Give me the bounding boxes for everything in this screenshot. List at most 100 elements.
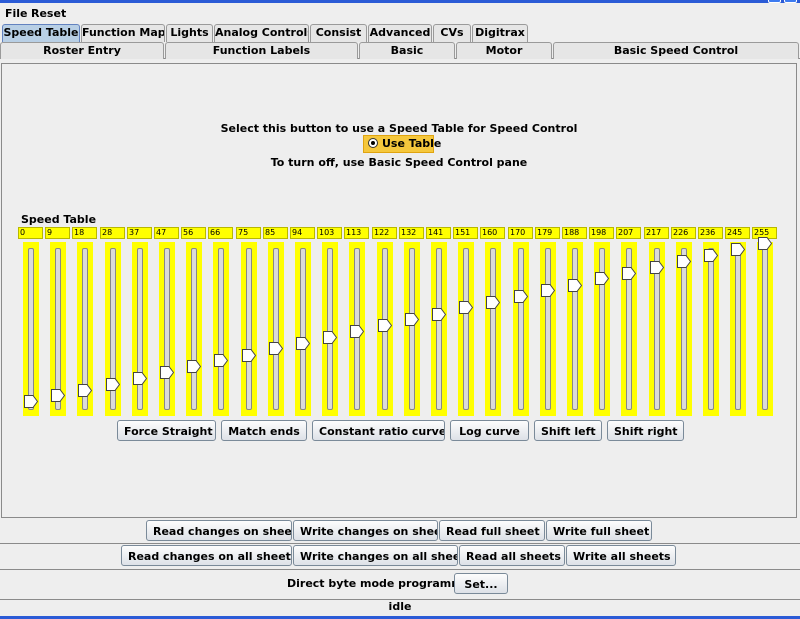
slider-thumb-icon[interactable] (731, 243, 745, 256)
tab-function-map[interactable]: Function Map (81, 24, 165, 42)
slider-thumb-icon[interactable] (323, 331, 337, 344)
speed-step-slider[interactable] (431, 242, 447, 416)
speed-step-value-field[interactable]: 37 (127, 227, 152, 239)
slider-thumb-icon[interactable] (24, 395, 38, 408)
tab-motor[interactable]: Motor (456, 42, 552, 59)
speed-step-value-field[interactable]: 132 (399, 227, 424, 239)
slider-thumb-icon[interactable] (214, 354, 228, 367)
slider-thumb-icon[interactable] (378, 319, 392, 332)
slider-thumb-icon[interactable] (758, 237, 772, 250)
speed-step-value-field[interactable]: 18 (72, 227, 97, 239)
speed-step-value-field[interactable]: 170 (508, 227, 533, 239)
tab-digitrax[interactable]: Digitrax (472, 24, 528, 42)
speed-step-slider[interactable] (268, 242, 284, 416)
speed-step-slider[interactable] (730, 242, 746, 416)
speed-step-value-field[interactable]: 28 (100, 227, 125, 239)
shift-left-button[interactable]: Shift left (534, 420, 602, 441)
speed-step-value-field[interactable]: 151 (453, 227, 478, 239)
tab-advanced[interactable]: Advanced (368, 24, 432, 42)
speed-step-slider[interactable] (458, 242, 474, 416)
speed-step-slider[interactable] (159, 242, 175, 416)
speed-step-value-field[interactable]: 188 (562, 227, 587, 239)
speed-step-slider[interactable] (513, 242, 529, 416)
menu-file[interactable]: File (5, 7, 28, 20)
slider-thumb-icon[interactable] (568, 279, 582, 292)
speed-step-slider[interactable] (213, 242, 229, 416)
force-straight-button[interactable]: Force Straight (117, 420, 216, 441)
speed-step-slider[interactable] (594, 242, 610, 416)
slider-thumb-icon[interactable] (187, 360, 201, 373)
slider-thumb-icon[interactable] (350, 325, 364, 338)
slider-thumb-icon[interactable] (486, 296, 500, 309)
speed-step-slider[interactable] (105, 242, 121, 416)
write-full-sheet-button[interactable]: Write full sheet (546, 520, 652, 541)
slider-thumb-icon[interactable] (133, 372, 147, 385)
shift-right-button[interactable]: Shift right (607, 420, 684, 441)
speed-step-value-field[interactable]: 226 (671, 227, 696, 239)
speed-step-slider[interactable] (50, 242, 66, 416)
menu-reset[interactable]: Reset (31, 7, 67, 20)
speed-step-value-field[interactable]: 94 (290, 227, 315, 239)
speed-step-value-field[interactable]: 66 (208, 227, 233, 239)
speed-step-value-field[interactable]: 217 (644, 227, 669, 239)
tab-lights[interactable]: Lights (166, 24, 213, 42)
speed-step-value-field[interactable]: 0 (18, 227, 43, 239)
slider-thumb-icon[interactable] (459, 301, 473, 314)
speed-step-value-field[interactable]: 160 (480, 227, 505, 239)
speed-step-value-field[interactable]: 9 (45, 227, 70, 239)
speed-step-slider[interactable] (322, 242, 338, 416)
speed-step-value-field[interactable]: 141 (426, 227, 451, 239)
slider-thumb-icon[interactable] (78, 384, 92, 397)
speed-step-value-field[interactable]: 179 (535, 227, 560, 239)
speed-step-value-field[interactable]: 236 (698, 227, 723, 239)
set-programming-mode-button[interactable]: Set... (454, 573, 508, 594)
speed-step-slider[interactable] (703, 242, 719, 416)
tab-consist[interactable]: Consist (310, 24, 367, 42)
slider-thumb-icon[interactable] (677, 255, 691, 268)
slider-thumb-icon[interactable] (296, 337, 310, 350)
speed-step-value-field[interactable]: 122 (372, 227, 397, 239)
tab-function-labels[interactable]: Function Labels (165, 42, 358, 59)
slider-thumb-icon[interactable] (160, 366, 174, 379)
speed-step-slider[interactable] (23, 242, 39, 416)
tab-speed-table[interactable]: Speed Table (2, 24, 80, 42)
speed-step-slider[interactable] (132, 242, 148, 416)
speed-step-slider[interactable] (621, 242, 637, 416)
tab-basic-speed-control[interactable]: Basic Speed Control (553, 42, 799, 59)
read-full-sheet-button[interactable]: Read full sheet (439, 520, 545, 541)
slider-thumb-icon[interactable] (704, 249, 718, 262)
speed-step-value-field[interactable]: 56 (181, 227, 206, 239)
speed-step-value-field[interactable]: 207 (616, 227, 641, 239)
tab-basic[interactable]: Basic (359, 42, 455, 59)
write-changes-on-sheet-button[interactable]: Write changes on sheet (293, 520, 438, 541)
use-table-radio[interactable]: Use Table (363, 135, 441, 153)
speed-step-slider[interactable] (377, 242, 393, 416)
speed-step-value-field[interactable]: 75 (236, 227, 261, 239)
speed-step-slider[interactable] (567, 242, 583, 416)
tab-cvs[interactable]: CVs (433, 24, 471, 42)
speed-step-slider[interactable] (77, 242, 93, 416)
log-curve-button[interactable]: Log curve (450, 420, 529, 441)
speed-step-slider[interactable] (295, 242, 311, 416)
slider-thumb-icon[interactable] (432, 308, 446, 321)
slider-thumb-icon[interactable] (51, 389, 65, 402)
speed-step-slider[interactable] (349, 242, 365, 416)
constant-ratio-curve-button[interactable]: Constant ratio curve (312, 420, 445, 441)
write-all-sheets-button[interactable]: Write all sheets (566, 545, 676, 566)
write-changes-on-all-sheets-button[interactable]: Write changes on all sheets (293, 545, 458, 566)
close-icon[interactable] (784, 0, 797, 3)
speed-step-slider[interactable] (676, 242, 692, 416)
slider-thumb-icon[interactable] (541, 284, 555, 297)
speed-step-slider[interactable] (404, 242, 420, 416)
minimize-icon[interactable] (768, 0, 781, 3)
read-changes-on-all-sheets-button[interactable]: Read changes on all sheets (121, 545, 292, 566)
slider-thumb-icon[interactable] (269, 342, 283, 355)
slider-thumb-icon[interactable] (242, 349, 256, 362)
speed-step-slider[interactable] (757, 237, 773, 416)
slider-thumb-icon[interactable] (622, 267, 636, 280)
slider-thumb-icon[interactable] (106, 378, 120, 391)
slider-thumb-icon[interactable] (514, 290, 528, 303)
speed-step-value-field[interactable]: 47 (154, 227, 179, 239)
speed-step-value-field[interactable]: 85 (263, 227, 288, 239)
slider-thumb-icon[interactable] (650, 261, 664, 274)
